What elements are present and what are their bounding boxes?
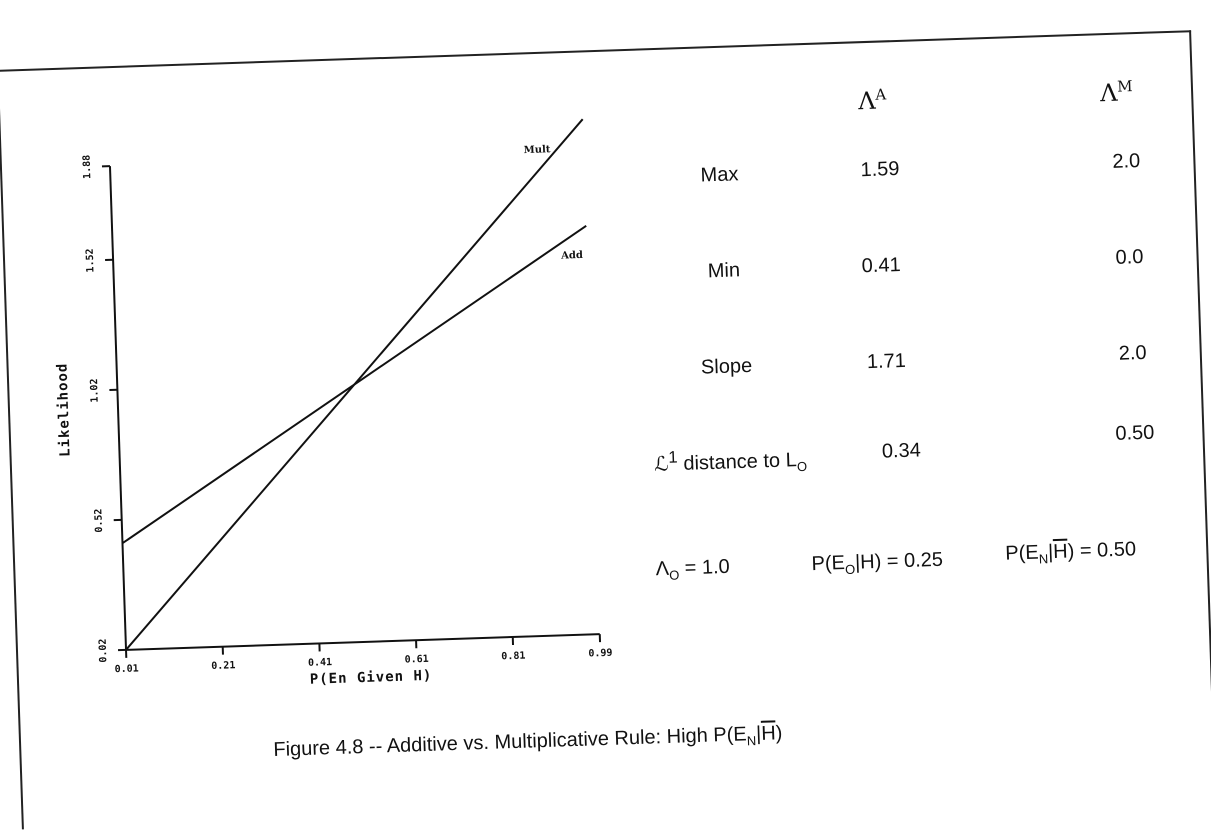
x-axis-line [126, 634, 600, 650]
x-tick-label: 0.81 [501, 651, 525, 663]
y-tick-label: 1.88 [82, 155, 94, 179]
row-slope-m: 2.0 [1118, 342, 1147, 366]
row-distance-m: 0.50 [1115, 422, 1155, 446]
caption-over: H [761, 722, 776, 744]
distance-sub: O [797, 459, 808, 474]
y-axis-title: Likelihood [54, 362, 73, 457]
header-lambda-a-symbol: Λ [858, 87, 876, 116]
distance-sup: 1 [668, 447, 678, 466]
row-max-a: 1.59 [860, 158, 900, 182]
series-line-add [112, 226, 596, 543]
row-min-label: Min [707, 259, 740, 283]
x-tick-label: 0.99 [588, 648, 612, 660]
param-lambda-symbol: Λ [655, 558, 669, 580]
x-tick-label: 0.41 [308, 657, 332, 669]
row-min-a: 0.41 [861, 254, 901, 278]
y-tick-label: 1.52 [85, 248, 97, 272]
y-tick-label: 0.52 [93, 508, 105, 532]
y-tick-label: 1.02 [89, 378, 101, 402]
param-p-eo-post: |H) = 0.25 [855, 549, 944, 574]
param-lambda-o: ΛO = 1.0 [655, 556, 730, 583]
script-l-symbol: ℒ [654, 453, 669, 475]
caption-close: ) [775, 722, 782, 744]
header-lambda-m-symbol: Λ [1100, 79, 1118, 108]
param-p-en-over: H [1053, 541, 1068, 563]
header-lambda-a: ΛA [858, 85, 887, 115]
x-axis-title: P(En Given H) [310, 668, 433, 688]
header-lambda-a-sup: A [875, 85, 886, 103]
param-p-en-pre: P(E [1005, 542, 1039, 565]
y-axis-line [110, 166, 126, 650]
row-slope-label: Slope [701, 355, 753, 380]
x-tick-label: 0.21 [211, 660, 235, 672]
param-p-en-post: ) = 0.50 [1067, 538, 1136, 562]
param-p-eo: P(EO|H) = 0.25 [811, 549, 943, 578]
row-distance-a: 0.34 [882, 439, 922, 463]
row-slope-a: 1.71 [867, 350, 907, 374]
row-max-label: Max [700, 163, 739, 187]
caption-sub: N [747, 733, 757, 748]
distance-text: distance to L [677, 449, 797, 475]
param-p-eo-pre: P(E [811, 552, 845, 575]
header-lambda-m-sup: M [1117, 77, 1133, 95]
param-p-en: P(EN|H) = 0.50 [1005, 538, 1137, 567]
param-lambda-value: = 1.0 [679, 556, 730, 580]
param-p-en-sub: N [1039, 551, 1049, 566]
series-label-mult: Mult [524, 144, 551, 156]
row-distance-label: ℒ1 distance to LO [654, 443, 808, 479]
header-lambda-m: ΛM [1100, 77, 1134, 107]
row-max-m: 2.0 [1112, 150, 1141, 174]
x-tick-label: 0.61 [404, 654, 428, 666]
row-min-m: 0.0 [1115, 246, 1144, 270]
x-tick-label: 0.01 [114, 663, 138, 675]
series-label-add: Add [560, 250, 583, 262]
y-tick-label: 0.02 [98, 638, 110, 662]
